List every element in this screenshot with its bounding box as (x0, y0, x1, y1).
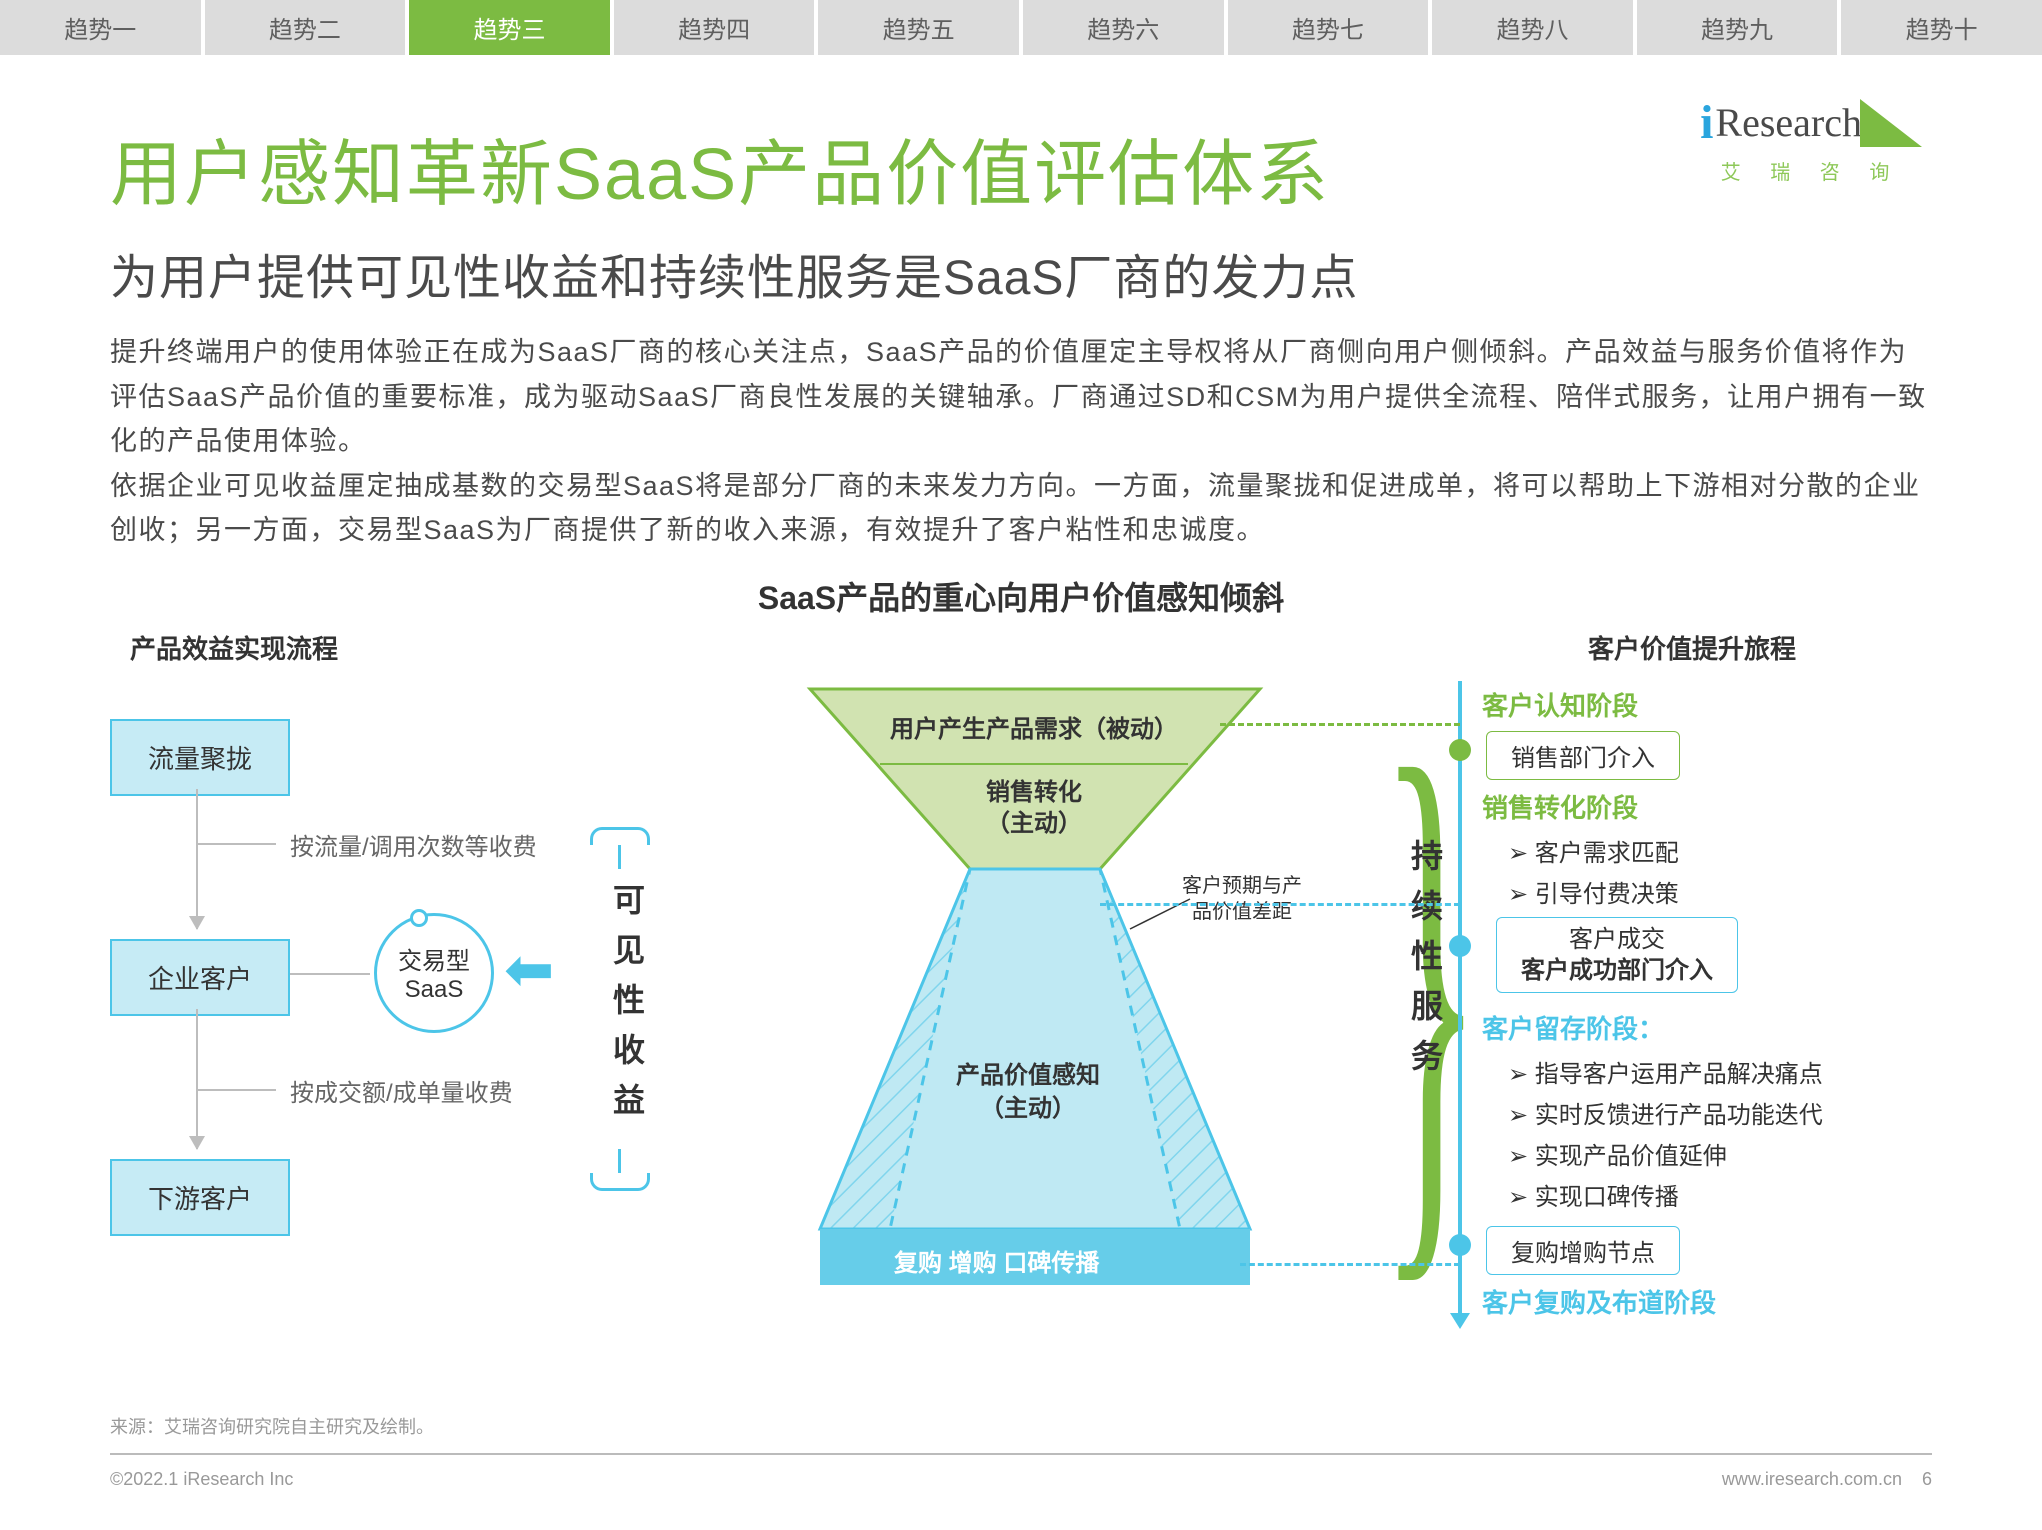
stage-2: 销售转化阶段 (1452, 788, 1932, 825)
stage-2-title: 销售转化阶段 (1482, 793, 1638, 823)
arrow-down-2 (196, 1009, 198, 1149)
stage3-item-3: 实现口碑传播 (1508, 1177, 1932, 1212)
funnel-bottom-label: 复购 增购 口碑传播 (894, 1243, 1099, 1278)
page-content: i Research 艾 瑞 咨 询 用户感知革新SaaS产品价值评估体系 为用… (0, 55, 2042, 1369)
diagram-title: SaaS产品的重心向用户价值感知倾斜 (110, 573, 1932, 619)
copyright: ©2022.1 iResearch Inc (110, 1469, 293, 1490)
brace-label: 持续性服务 (1402, 839, 1448, 1089)
diagram-brace: } 持续性服务 (1342, 629, 1442, 1369)
stage-3: 客户留存阶段： (1452, 1009, 1932, 1046)
arrow-h-2 (196, 1089, 276, 1091)
pill-2a: 客户成交 (1569, 926, 1665, 953)
bracket-bottom-icon (590, 1173, 650, 1191)
stage2-item-1: 引导付费决策 (1508, 874, 1932, 909)
tab-8[interactable]: 趋势八 (1432, 0, 1633, 55)
diagram-center: 用户产生产品需求（被动） 销售转化（主动） 客户预期与产品价值差距 产品价值感知… (750, 629, 1332, 1369)
arrow-down-1 (196, 789, 198, 929)
tab-7[interactable]: 趋势七 (1228, 0, 1429, 55)
pill-repurchase: 复购增购节点 (1486, 1226, 1680, 1275)
label-fee-1: 按流量/调用次数等收费 (290, 827, 537, 862)
funnel-mid-label: 销售转化（主动） (986, 777, 1082, 839)
stage3-item-2: 实现产品价值延伸 (1508, 1136, 1932, 1171)
right-section-title: 客户价值提升旅程 (1452, 629, 1932, 666)
stage-4-title: 客户复购及布道阶段 (1482, 1288, 1716, 1318)
footer: 来源：艾瑞咨询研究院自主研究及绘制。 ©2022.1 iResearch Inc… (110, 1413, 1932, 1490)
bracket-top-icon (590, 827, 650, 845)
arrow-h-mid (290, 973, 370, 975)
pill-2-row: 客户成交 客户成功部门介入 (1452, 917, 1932, 993)
box-enterprise: 企业客户 (110, 939, 290, 1016)
diagram-right: 客户价值提升旅程 客户认知阶段 销售部门介入 销售转化阶段 客户需求匹配 引导付… (1452, 629, 1932, 1369)
stage3-item-1: 实时反馈进行产品功能迭代 (1508, 1095, 1932, 1130)
pill-2b: 客户成功部门介入 (1521, 957, 1713, 984)
url: www.iresearch.com.cn (1722, 1469, 1902, 1489)
page-number: 6 (1922, 1469, 1932, 1489)
tab-bar: 趋势一趋势二趋势三趋势四趋势五趋势六趋势七趋势八趋势九趋势十 (0, 0, 2042, 55)
tab-10[interactable]: 趋势十 (1841, 0, 2042, 55)
pill-3-row: 复购增购节点 (1452, 1226, 1932, 1275)
dot-cyan-1-icon (1449, 935, 1471, 957)
funnel-lower-label: 产品价值感知（主动） (956, 1059, 1100, 1126)
tab-2[interactable]: 趋势二 (205, 0, 406, 55)
pill-sales: 销售部门介入 (1486, 731, 1680, 780)
tab-1[interactable]: 趋势一 (0, 0, 201, 55)
stage-3-title: 客户留存阶段： (1482, 1014, 1664, 1044)
page-title: 用户感知革新SaaS产品价值评估体系 (110, 115, 1932, 220)
diagram-mid-label: 可见性收益 (560, 629, 740, 1369)
mid-vertical-label: 可见性收益 (604, 883, 650, 1133)
bracket-stem-top (618, 845, 621, 869)
label-fee-2: 按成交额/成单量收费 (290, 1073, 513, 1108)
box-traffic: 流量聚拢 (110, 719, 290, 796)
stage2-item-0: 客户需求匹配 (1508, 833, 1932, 868)
diagram-left: 产品效益实现流程 流量聚拢 按流量/调用次数等收费 企业客户 交易型SaaS 按… (110, 629, 550, 1369)
saas-circle-dot-icon (410, 909, 428, 927)
stage-4: 客户复购及布道阶段 (1452, 1283, 1932, 1320)
page-subtitle: 为用户提供可见性收益和持续性服务是SaaS厂商的发力点 (110, 238, 1932, 308)
funnel-top-label: 用户产生产品需求（被动） (890, 709, 1178, 744)
source-text: 来源：艾瑞咨询研究院自主研究及绘制。 (110, 1413, 1932, 1455)
diagram: 产品效益实现流程 流量聚拢 按流量/调用次数等收费 企业客户 交易型SaaS 按… (110, 629, 1932, 1369)
logo-triangle-icon (1860, 99, 1922, 147)
stage-1-title: 客户认知阶段 (1482, 691, 1638, 721)
logo: i Research 艾 瑞 咨 询 (1700, 95, 1922, 185)
logo-i: i (1700, 95, 1713, 150)
logo-subtitle: 艾 瑞 咨 询 (1700, 156, 1922, 185)
stage3-item-0: 指导客户运用产品解决痛点 (1508, 1054, 1932, 1089)
dash-cyan-2 (1240, 1263, 1460, 1266)
tab-4[interactable]: 趋势四 (614, 0, 815, 55)
stage-1: 客户认知阶段 (1452, 686, 1932, 723)
pill-csm: 客户成交 客户成功部门介入 (1496, 917, 1738, 993)
left-section-title: 产品效益实现流程 (130, 629, 550, 666)
logo-text: Research (1715, 99, 1862, 146)
cyan-left-arrow-icon: ⬅ (504, 935, 554, 1005)
arrow-h-1 (196, 843, 276, 845)
funnel-note: 客户预期与产品价值差距 (1182, 873, 1302, 925)
dash-cyan-1 (1100, 903, 1460, 906)
box-downstream: 下游客户 (110, 1159, 290, 1236)
tab-9[interactable]: 趋势九 (1637, 0, 1838, 55)
tab-6[interactable]: 趋势六 (1023, 0, 1224, 55)
dot-cyan-2-icon (1449, 1234, 1471, 1256)
saas-circle: 交易型SaaS (374, 913, 494, 1033)
tab-3[interactable]: 趋势三 (409, 0, 610, 55)
body-paragraph: 提升终端用户的使用体验正在成为SaaS厂商的核心关注点，SaaS产品的价值厘定主… (110, 330, 1932, 553)
bracket-stem-bottom (618, 1149, 621, 1173)
pill-1-row: 销售部门介入 (1452, 731, 1932, 780)
dash-green-1 (1220, 723, 1460, 726)
tab-5[interactable]: 趋势五 (818, 0, 1019, 55)
dot-green-1-icon (1449, 739, 1471, 761)
